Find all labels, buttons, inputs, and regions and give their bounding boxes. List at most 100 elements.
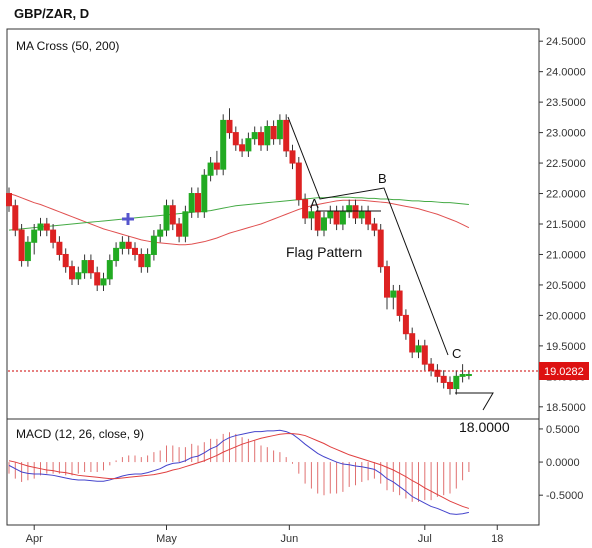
candle — [295, 156, 302, 206]
point-a-label: A — [310, 196, 319, 211]
candle — [201, 169, 208, 218]
candle — [56, 236, 63, 261]
candle — [182, 205, 189, 243]
price-y-tick-label: 21.5000 — [546, 219, 586, 231]
candle — [24, 236, 31, 267]
candle — [365, 205, 372, 231]
candle — [434, 364, 441, 383]
candlesticks — [6, 108, 472, 395]
candle — [106, 254, 113, 285]
candle — [37, 217, 44, 237]
candle — [81, 254, 88, 279]
price-y-tick-label: 18.5000 — [546, 402, 586, 414]
candle — [75, 266, 82, 285]
candle — [447, 376, 453, 395]
candle — [258, 126, 264, 151]
candle — [43, 217, 50, 237]
price-y-tick-label: 23.0000 — [546, 128, 586, 140]
macd-y-tick-label: 0.5000 — [546, 424, 580, 436]
candle — [213, 150, 220, 176]
candle — [226, 108, 233, 139]
candle — [207, 156, 214, 182]
candle — [415, 339, 422, 359]
candle — [94, 266, 101, 292]
candle — [396, 284, 403, 322]
signal-line — [8, 433, 470, 509]
candle — [239, 138, 246, 157]
candle — [428, 358, 435, 377]
candle — [321, 211, 327, 237]
chart-symbol-title: GBP/ZAR, D — [14, 6, 89, 21]
price-y-tick-label: 22.5000 — [546, 158, 586, 170]
price-y-tick-label: 24.0000 — [546, 67, 586, 79]
candle — [144, 248, 151, 273]
candle — [232, 126, 239, 151]
macd-line — [8, 429, 470, 515]
candle — [421, 339, 428, 371]
candle — [390, 284, 397, 310]
candle — [176, 217, 183, 243]
candle — [459, 364, 466, 383]
candle — [402, 309, 409, 340]
candle — [150, 230, 157, 261]
macd-panel-frame — [6, 418, 540, 526]
candle — [283, 114, 290, 157]
x-tick-label: 18 — [491, 533, 503, 545]
cross-marker-icon — [122, 213, 134, 225]
candle — [245, 132, 252, 157]
price-y-tick-label: 20.0000 — [546, 310, 586, 322]
candle — [377, 224, 384, 273]
candle — [358, 205, 365, 224]
candle — [346, 199, 353, 218]
point-b-label: B — [378, 171, 387, 186]
current-price-tag — [539, 362, 589, 380]
point-c-label: C — [452, 346, 461, 361]
target-price-label: 18.0000 — [459, 419, 510, 435]
price-y-tick-label: 22.0000 — [546, 189, 586, 201]
x-tick-label: May — [156, 533, 177, 545]
candle — [163, 199, 170, 237]
candle — [327, 205, 334, 224]
candle — [138, 248, 145, 273]
target-marker-line — [455, 392, 494, 411]
candle — [132, 242, 138, 261]
x-tick-label: Jul — [418, 533, 432, 545]
candle — [264, 120, 271, 151]
candle — [100, 272, 107, 292]
price-y-tick-label: 24.5000 — [546, 36, 586, 48]
candle — [384, 260, 390, 310]
candle — [270, 120, 277, 145]
candle — [409, 327, 416, 359]
macd-label: MACD (12, 26, close, 9) — [16, 427, 144, 441]
candle — [220, 114, 227, 176]
candle — [113, 242, 120, 267]
candle — [352, 199, 359, 224]
price-y-tick-label: 20.5000 — [546, 280, 586, 292]
candle — [289, 144, 296, 170]
x-tick-label: Apr — [26, 533, 43, 545]
candle — [50, 224, 57, 249]
ma-50-line — [8, 193, 470, 246]
candle — [276, 114, 283, 145]
macd-y-tick-label: -0.5000 — [546, 490, 583, 502]
x-tick-label: Jun — [280, 533, 298, 545]
price-y-tick-label: 21.0000 — [546, 249, 586, 261]
candle — [119, 236, 126, 255]
macd-y-axis: 0.5000 0.0000 -0.5000 — [539, 424, 583, 502]
candle — [157, 224, 164, 243]
price-y-tick-label: 19.5000 — [546, 341, 586, 353]
candle — [12, 199, 19, 237]
pattern-trendline — [287, 116, 449, 356]
macd-plot — [8, 429, 470, 515]
candle — [125, 236, 132, 255]
current-price-value: 19.0282 — [544, 366, 584, 378]
candle — [18, 224, 25, 267]
flag-pattern-label: Flag Pattern — [286, 244, 362, 260]
candle — [302, 193, 309, 224]
candle — [453, 370, 460, 395]
candle — [333, 205, 340, 231]
candle — [195, 187, 201, 218]
candle — [339, 205, 346, 231]
candle — [87, 254, 94, 279]
